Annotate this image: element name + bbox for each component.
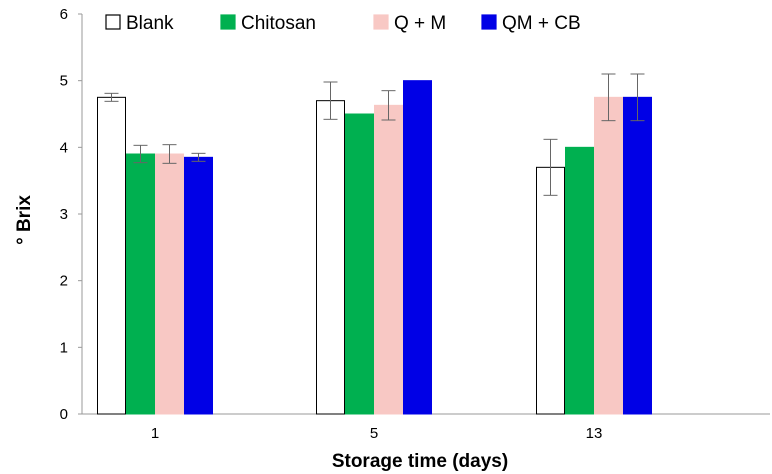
y-tick-label: 4	[60, 139, 68, 156]
legend-label: Blank	[126, 13, 174, 34]
y-tick-label: 1	[60, 339, 68, 356]
y-tick-label: 6	[60, 6, 68, 23]
bar-chitosan-day-1	[126, 153, 155, 415]
y-tick-label: 3	[60, 206, 68, 223]
y-axis-label: ° Brix	[14, 195, 35, 245]
x-axis-label: Storage time (days)	[332, 451, 508, 472]
legend: Blank Chitosan Q + M QM + CB	[105, 13, 581, 34]
legend-swatch	[220, 14, 236, 30]
bar-blank-day-1	[97, 96, 126, 415]
x-tick-label: 5	[370, 425, 378, 442]
legend-label: Q + M	[394, 13, 446, 34]
y-tick-label: 0	[60, 406, 68, 423]
bar-qm-cb-day-13	[623, 96, 652, 415]
bar-chitosan-day-13	[565, 146, 594, 415]
bar-q-m-day-1	[155, 153, 184, 415]
bar-blank-day-5	[316, 100, 345, 415]
bar-qm-cb-day-1	[184, 156, 213, 415]
bar-qm-cb-day-5	[403, 80, 432, 415]
y-tick-label: 2	[60, 273, 68, 290]
bar-q-m-day-13	[594, 96, 623, 415]
legend-swatch	[481, 14, 497, 30]
legend-label: Chitosan	[241, 13, 316, 34]
bar-blank-day-13	[536, 166, 565, 415]
x-tick-label: 13	[586, 425, 603, 442]
y-tick-label: 5	[60, 73, 68, 90]
legend-swatch	[105, 14, 121, 30]
legend-label: QM + CB	[502, 13, 581, 34]
x-tick-label: 1	[151, 425, 159, 442]
bar-q-m-day-5	[374, 104, 403, 415]
bar-chitosan-day-5	[345, 113, 374, 415]
legend-swatch	[373, 14, 389, 30]
plot-area: 0 1 2 3 4 5 6 1 5 13	[60, 6, 770, 442]
